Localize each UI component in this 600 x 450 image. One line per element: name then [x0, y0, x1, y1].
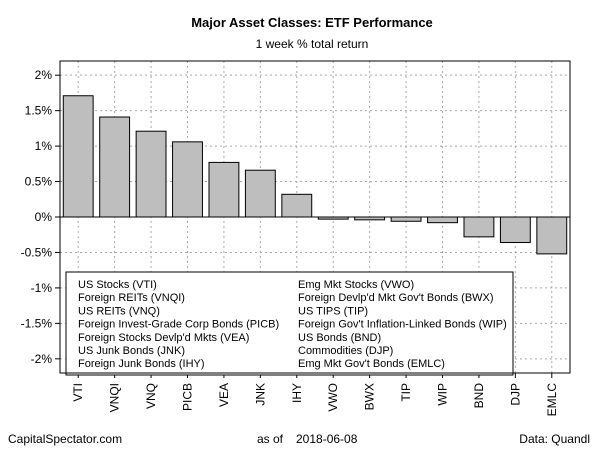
legend-entry: Foreign Junk Bonds (IHY) — [78, 358, 205, 370]
bar-tip — [390, 216, 422, 222]
legend-entry: US Bonds (BND) — [298, 332, 381, 344]
legend-entry: Emg Mkt Gov't Bonds (EMLC) — [298, 358, 445, 370]
as-of-label: as of — [257, 432, 284, 446]
x-tick-label: VTI — [71, 383, 85, 402]
source-label: CapitalSpectator.com — [8, 432, 123, 446]
bar-djp — [499, 216, 531, 244]
chart-title: Major Asset Classes: ETF Performance — [191, 15, 433, 30]
legend-entry: Foreign Invest-Grade Corp Bonds (PICB) — [78, 319, 279, 331]
legend-entry: Foreign REITs (VNQI) — [78, 292, 185, 304]
bar-vnq — [135, 130, 167, 218]
y-tick-label: -1.5% — [21, 316, 53, 330]
bar-wip — [427, 216, 458, 224]
data-credit: Data: Quandl — [519, 432, 590, 446]
x-tick-label: VNQ — [144, 383, 158, 409]
date-label: 2018-06-08 — [296, 432, 358, 446]
chart-subtitle: 1 week % total return — [256, 37, 369, 51]
y-tick-label: 1.5% — [25, 104, 53, 118]
x-tick-label: WIP — [436, 383, 450, 406]
legend-entry: Foreign Stocks Devlp'd Mkts (VEA) — [78, 332, 249, 344]
x-tick-label: VWO — [326, 383, 340, 412]
x-tick-label: BWX — [363, 383, 377, 410]
x-tick-label: IHY — [290, 383, 304, 403]
x-tick-label: VNQI — [108, 383, 122, 412]
legend-entry: US Junk Bonds (JNK) — [78, 345, 185, 357]
x-tick-label: VEA — [217, 383, 231, 407]
y-tick-label: 0.5% — [25, 175, 53, 189]
y-tick-label: 1% — [35, 139, 53, 153]
bar-picb — [172, 141, 203, 218]
y-tick-label: 0% — [35, 210, 53, 224]
bar-ihy — [281, 193, 313, 218]
legend-entry: US Stocks (VTI) — [78, 279, 157, 291]
x-tick-label: BND — [472, 383, 486, 409]
x-tick-label: TIP — [399, 383, 413, 402]
y-tick-label: -2% — [31, 352, 53, 366]
bar-vti — [62, 95, 94, 218]
legend-entry: US TIPS (TIP) — [298, 305, 368, 317]
legend-entry: Emg Mkt Stocks (VWO) — [298, 279, 414, 291]
bar-jnk — [244, 169, 276, 218]
y-tick-label: -0.5% — [21, 245, 53, 259]
x-tick-label: PICB — [181, 383, 195, 411]
legend-entry: Commodities (DJP) — [298, 345, 393, 357]
bar-vnqi — [99, 116, 131, 218]
legend-entry: Foreign Devlp'd Mkt Gov't Bonds (BWX) — [298, 292, 494, 304]
legend: US Stocks (VTI)Foreign REITs (VNQI)US RE… — [65, 271, 514, 376]
bar-emlc — [536, 216, 568, 255]
y-tick-label: 2% — [35, 68, 53, 82]
x-axis-ticks: VTI VNQI VNQ PICB VEA JNK IHY VWO BWX TIP WIP BND DJ… — [71, 373, 559, 416]
legend-entry: Foreign Gov't Inflation-Linked Bonds (WI… — [298, 319, 507, 331]
bar-bnd — [463, 216, 495, 238]
y-axis-ticks: 2% 1.5% 1% 0.5% 0% -0.5% -1% -1.5% -2% — [21, 68, 60, 366]
bar-vea — [208, 161, 240, 218]
x-tick-label: JNK — [253, 383, 267, 406]
y-tick-label: -1% — [31, 281, 53, 295]
legend-box — [65, 271, 514, 376]
plot-frame — [59, 60, 571, 374]
legend-entry: US REITs (VNQ) — [78, 305, 160, 317]
x-tick-label: EMLC — [545, 383, 559, 417]
bars — [60, 95, 570, 255]
x-tick-label: DJP — [508, 383, 522, 406]
